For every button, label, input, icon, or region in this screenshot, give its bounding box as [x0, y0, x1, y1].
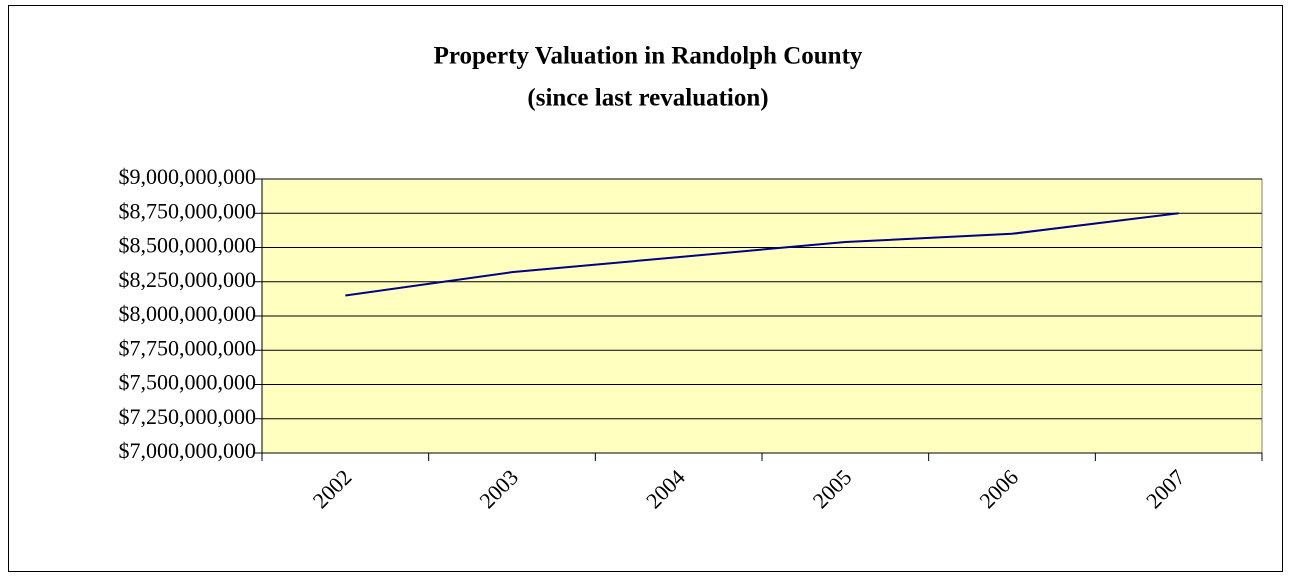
y-tick-label: $8,750,000,000 — [119, 198, 257, 223]
y-tick-label: $7,000,000,000 — [119, 438, 257, 463]
y-tick-label: $8,250,000,000 — [119, 267, 257, 292]
chart-title: Property Valuation in Randolph County — [434, 43, 863, 70]
y-tick-label: $7,750,000,000 — [119, 335, 257, 360]
y-tick-label: $9,000,000,000 — [119, 164, 257, 189]
y-tick-label: $8,000,000,000 — [119, 301, 257, 326]
y-tick-label: $8,500,000,000 — [119, 233, 257, 258]
y-tick-label: $7,500,000,000 — [119, 370, 257, 395]
chart-subtitle: (since last revaluation) — [527, 85, 768, 112]
y-tick-label: $7,250,000,000 — [119, 404, 257, 429]
data-line — [345, 212, 1179, 297]
